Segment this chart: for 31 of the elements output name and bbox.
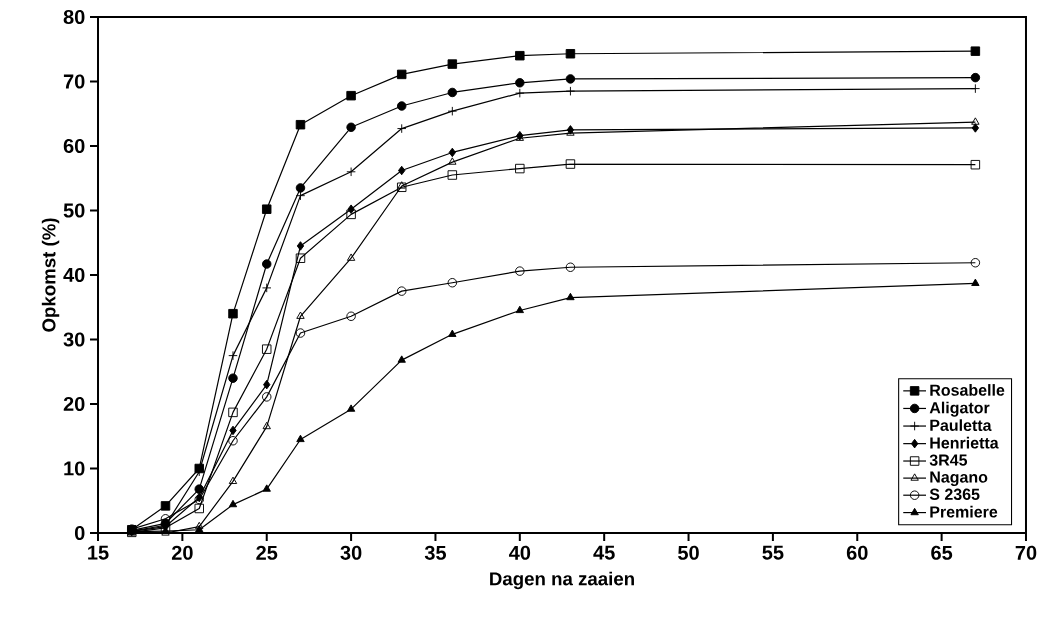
y-tick-label: 30 [63, 332, 85, 347]
y-tick-label: 80 [63, 9, 85, 25]
legend-label: Nagano [930, 471, 988, 486]
y-tick-label: 40 [63, 267, 85, 283]
y-tick-label: 60 [63, 138, 85, 154]
y-tick-label: 20 [63, 396, 85, 412]
legend-label: S 2365 [929, 488, 980, 500]
x-tick-label: 60 [846, 545, 868, 560]
x-tick-label: 25 [256, 545, 278, 560]
x-tick-label: 55 [762, 545, 784, 560]
x-tick-label: 15 [88, 545, 109, 560]
legend-label: Henrietta [930, 436, 999, 449]
x-axis-title: Dagen na zaaien [490, 571, 634, 590]
x-tick-label: 40 [508, 545, 531, 560]
y-tick-label: 50 [63, 203, 85, 218]
legend-label: Aligator [929, 401, 990, 417]
x-tick-label: 35 [424, 545, 447, 560]
legend-label: Pauletta [930, 419, 992, 431]
legend-label: 3R45 [929, 454, 968, 466]
x-tick-label: 20 [171, 545, 193, 560]
x-tick-label: 70 [1015, 545, 1037, 560]
x-tick-label: 45 [593, 545, 615, 560]
y-tick-label: 70 [63, 74, 85, 89]
x-tick-label: 65 [931, 545, 953, 560]
y-axis-title: Opkomst (%) [41, 218, 60, 332]
legend-label: Rosabelle [930, 384, 1005, 396]
y-tick-label: 0 [74, 525, 85, 541]
x-tick-label: 30 [340, 545, 362, 560]
y-tick-label: 10 [64, 461, 85, 476]
x-tick-label: 50 [678, 545, 699, 560]
legend-label: Premiere [930, 505, 998, 518]
